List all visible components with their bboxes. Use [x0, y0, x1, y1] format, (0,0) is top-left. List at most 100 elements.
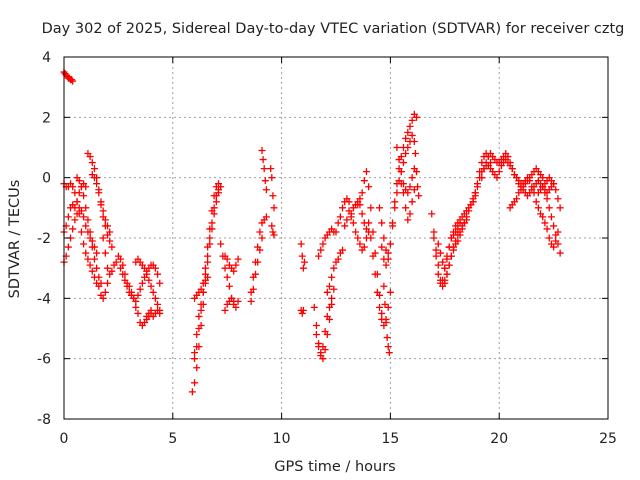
data-point [299, 306, 307, 314]
data-point [393, 144, 401, 151]
data-point [93, 249, 101, 257]
data-point [312, 331, 320, 339]
series-arc-14 [191, 180, 225, 357]
data-point [547, 213, 555, 221]
data-point [269, 228, 277, 236]
data-point [334, 219, 342, 227]
data-point [532, 198, 540, 206]
data-point [156, 309, 164, 317]
data-point [197, 306, 205, 314]
data-point [71, 216, 79, 224]
data-point [208, 219, 216, 227]
data-point [132, 297, 140, 305]
data-point [541, 189, 549, 197]
data-point [101, 249, 109, 257]
data-point [345, 198, 353, 206]
data-point [86, 261, 94, 269]
data-point [554, 240, 562, 248]
data-point [341, 222, 349, 230]
data-point [404, 144, 412, 151]
data-point [382, 261, 390, 269]
data-point [154, 270, 162, 278]
data-point [97, 201, 105, 209]
data-point [299, 264, 307, 272]
data-point [413, 168, 421, 176]
series-arc-26 [310, 285, 338, 363]
data-point [195, 312, 203, 320]
data-point [539, 174, 547, 182]
data-point [469, 198, 477, 206]
data-point [195, 325, 203, 332]
data-point [232, 303, 240, 311]
data-point [402, 134, 410, 142]
data-point [406, 183, 414, 191]
data-point [191, 349, 199, 357]
data-point [260, 165, 268, 173]
data-point [77, 207, 85, 215]
data-point [450, 228, 458, 236]
data-point [80, 213, 88, 221]
data-point [90, 255, 98, 263]
series-arc-01 [60, 68, 77, 85]
data-point [104, 231, 112, 239]
data-point [367, 204, 375, 212]
data-point [534, 204, 542, 212]
data-point [134, 309, 142, 317]
data-point [362, 168, 370, 176]
data-point [204, 273, 212, 281]
data-point [230, 267, 238, 275]
data-point [411, 150, 419, 158]
data-point [450, 243, 458, 251]
data-point [268, 222, 276, 230]
data-point [373, 288, 381, 296]
data-point [104, 264, 112, 272]
series-arc-05 [73, 174, 105, 287]
series-arc-24 [297, 240, 308, 272]
data-point [95, 273, 103, 281]
data-point [259, 156, 267, 164]
data-point [197, 300, 205, 308]
data-point [208, 207, 216, 215]
data-point [312, 321, 320, 329]
series-arc-32 [347, 198, 373, 236]
data-point [545, 204, 553, 212]
data-point [319, 240, 327, 248]
data-point [382, 318, 390, 326]
data-point [221, 306, 229, 314]
data-point [232, 261, 240, 269]
data-point [339, 246, 347, 254]
data-point [86, 153, 94, 161]
data-point [88, 237, 96, 245]
series-arc-03 [60, 204, 101, 266]
data-point [191, 355, 199, 363]
data-point [399, 159, 407, 167]
data-point [93, 264, 101, 272]
data-point [310, 303, 318, 311]
data-point [325, 282, 333, 290]
data-point [269, 192, 277, 200]
data-point [552, 231, 560, 239]
data-point [428, 210, 436, 218]
x-tick-label: 5 [168, 431, 177, 447]
y-tick-label: 2 [42, 110, 51, 126]
data-point [204, 243, 212, 251]
data-point [247, 297, 255, 305]
series-arc-09 [117, 261, 164, 305]
data-point [543, 195, 551, 203]
data-point [456, 216, 464, 224]
data-point [360, 177, 368, 185]
data-point [367, 234, 375, 242]
data-point [384, 343, 392, 351]
data-point [439, 258, 447, 266]
y-tick-label: -6 [37, 352, 51, 368]
data-point [112, 258, 120, 266]
data-point [410, 186, 418, 194]
data-point [75, 189, 83, 197]
data-point [493, 174, 501, 182]
data-point [404, 216, 412, 224]
x-tick-label: 15 [381, 431, 399, 447]
data-point [88, 267, 96, 275]
series-arc-13 [191, 186, 222, 363]
data-point [330, 285, 338, 293]
data-point [513, 174, 521, 182]
